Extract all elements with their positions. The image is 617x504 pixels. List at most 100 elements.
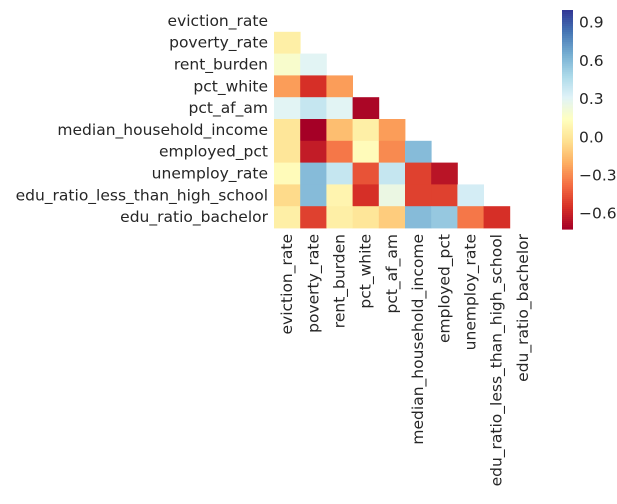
colorbar-segment bbox=[562, 27, 573, 31]
colorbar-segment bbox=[562, 19, 573, 23]
heatmap-cell-median_household_income-poverty_rate bbox=[300, 119, 327, 142]
colorbar-segment bbox=[562, 65, 573, 69]
heatmap-cell-edu_ratio_less_than_high_school-employed_pct bbox=[431, 184, 458, 207]
colorbar-segment bbox=[562, 199, 573, 202]
colorbar-segment bbox=[562, 171, 573, 174]
heatmap-cell-pct_af_am-poverty_rate bbox=[300, 97, 327, 120]
colorbar-segment bbox=[562, 47, 573, 51]
colorbar-segment bbox=[562, 165, 573, 168]
colorbar-segment bbox=[562, 67, 573, 71]
heatmap-cell-pct_white-rent_burden bbox=[326, 75, 353, 98]
colorbar-segment bbox=[562, 119, 573, 123]
colorbar-segment bbox=[562, 211, 573, 214]
colorbar-segment bbox=[562, 111, 573, 115]
colorbar-segment bbox=[562, 133, 573, 137]
colorbar-segment bbox=[562, 129, 573, 133]
colorbar-segment bbox=[562, 43, 573, 47]
colorbar-segment bbox=[562, 17, 573, 21]
heatmap-cell-employed_pct-median_household_income bbox=[405, 140, 432, 163]
heatmap-cell-pct_af_am-rent_burden bbox=[326, 97, 353, 120]
heatmap-cell-edu_ratio_bachelor-eviction_rate bbox=[274, 206, 301, 229]
colorbar-segment bbox=[562, 205, 573, 208]
x-tick-label-unemploy_rate: unemploy_rate bbox=[462, 234, 481, 350]
colorbar-segment bbox=[562, 117, 573, 121]
colorbar-segment bbox=[562, 213, 573, 216]
colorbar-segment bbox=[562, 91, 573, 95]
heatmap-cell-median_household_income-rent_burden bbox=[326, 119, 353, 142]
colorbar-segment bbox=[562, 45, 573, 49]
heatmap-cell-rent_burden-poverty_rate bbox=[300, 53, 327, 76]
colorbar-segment bbox=[562, 121, 573, 125]
heatmap-cell-employed_pct-pct_white bbox=[352, 140, 380, 163]
colorbar-tick-label: 0.6 bbox=[579, 52, 604, 70]
heatmap-cell-edu_ratio_less_than_high_school-unemploy_rate bbox=[457, 184, 484, 207]
colorbar-segment bbox=[562, 87, 573, 91]
colorbar-segment bbox=[562, 139, 573, 142]
colorbar-segment bbox=[562, 41, 573, 45]
colorbar-segment bbox=[562, 107, 573, 111]
colorbar-segment bbox=[562, 227, 573, 230]
colorbar-segment bbox=[562, 99, 573, 103]
colorbar-segment bbox=[562, 55, 573, 59]
heatmap-cell-employed_pct-eviction_rate bbox=[274, 140, 301, 163]
colorbar-segment bbox=[562, 125, 573, 129]
x-tick-label-rent_burden: rent_burden bbox=[331, 234, 350, 328]
colorbar-segment bbox=[562, 143, 573, 146]
colorbar-segment bbox=[562, 219, 573, 222]
y-tick-label-edu_ratio_bachelor: edu_ratio_bachelor bbox=[120, 208, 268, 227]
y-tick-label-edu_ratio_less_than_high_school: edu_ratio_less_than_high_school bbox=[16, 186, 268, 205]
colorbar-segment bbox=[562, 149, 573, 152]
x-tick-label-edu_ratio_bachelor: edu_ratio_bachelor bbox=[514, 233, 533, 381]
colorbar-segment bbox=[562, 203, 573, 206]
heatmap-cell-edu_ratio_bachelor-employed_pct bbox=[431, 206, 458, 229]
colorbar-segment bbox=[562, 39, 573, 43]
colorbar-tick-label: 0.0 bbox=[579, 128, 604, 146]
heatmap-cell-median_household_income-eviction_rate bbox=[274, 119, 301, 142]
heatmap-cell-edu_ratio_less_than_high_school-rent_burden bbox=[326, 184, 353, 207]
heatmap-cell-median_household_income-pct_white bbox=[352, 119, 380, 142]
heatmap-cell-employed_pct-pct_af_am bbox=[378, 140, 406, 163]
colorbar-segment bbox=[562, 209, 573, 212]
heatmap-cell-employed_pct-rent_burden bbox=[326, 140, 353, 163]
colorbar-segment bbox=[562, 141, 573, 144]
colorbar-segment bbox=[562, 35, 573, 39]
colorbar-segment bbox=[562, 73, 573, 77]
colorbar-segment bbox=[562, 69, 573, 73]
colorbar-segment bbox=[562, 10, 573, 13]
heatmap-cell-unemploy_rate-poverty_rate bbox=[300, 162, 327, 185]
colorbar-segment bbox=[562, 103, 573, 107]
heatmap-cell-unemploy_rate-median_household_income bbox=[405, 162, 432, 185]
colorbar-segment bbox=[562, 223, 573, 226]
colorbar-segment bbox=[562, 207, 573, 210]
colorbar-segment bbox=[562, 155, 573, 158]
y-tick-label-unemploy_rate: unemploy_rate bbox=[152, 165, 268, 184]
colorbar-segment bbox=[562, 59, 573, 63]
colorbar-segment bbox=[562, 181, 573, 184]
colorbar-segment bbox=[562, 191, 573, 194]
colorbar-segment bbox=[562, 21, 573, 25]
colorbar-segment bbox=[562, 159, 573, 162]
colorbar-segment bbox=[562, 89, 573, 93]
colorbar-segment bbox=[562, 71, 573, 75]
colorbar-segment bbox=[562, 169, 573, 172]
heatmap-cell-edu_ratio_bachelor-median_household_income bbox=[405, 206, 432, 229]
heatmap-cell-unemploy_rate-rent_burden bbox=[326, 162, 353, 185]
heatmap-cell-unemploy_rate-employed_pct bbox=[431, 162, 458, 185]
colorbar-segment bbox=[562, 115, 573, 119]
colorbar-segment bbox=[562, 225, 573, 228]
colorbar-segment bbox=[562, 95, 573, 99]
colorbar-segment bbox=[562, 127, 573, 131]
heatmap-cell-edu_ratio_bachelor-pct_af_am bbox=[378, 206, 406, 229]
heatmap-cells bbox=[274, 31, 511, 229]
colorbar-segment bbox=[562, 151, 573, 154]
heatmap-cell-edu_ratio_less_than_high_school-pct_af_am bbox=[378, 184, 406, 207]
y-tick-label-median_household_income: median_household_income bbox=[57, 121, 268, 140]
heatmap-cell-pct_af_am-pct_white bbox=[352, 97, 380, 120]
colorbar-segment bbox=[562, 217, 573, 220]
colorbar-segment bbox=[562, 23, 573, 27]
colorbar-segment bbox=[562, 163, 573, 166]
x-tick-label-pct_af_am: pct_af_am bbox=[383, 234, 402, 314]
colorbar-segment bbox=[562, 51, 573, 55]
heatmap-cell-pct_white-eviction_rate bbox=[274, 75, 301, 98]
